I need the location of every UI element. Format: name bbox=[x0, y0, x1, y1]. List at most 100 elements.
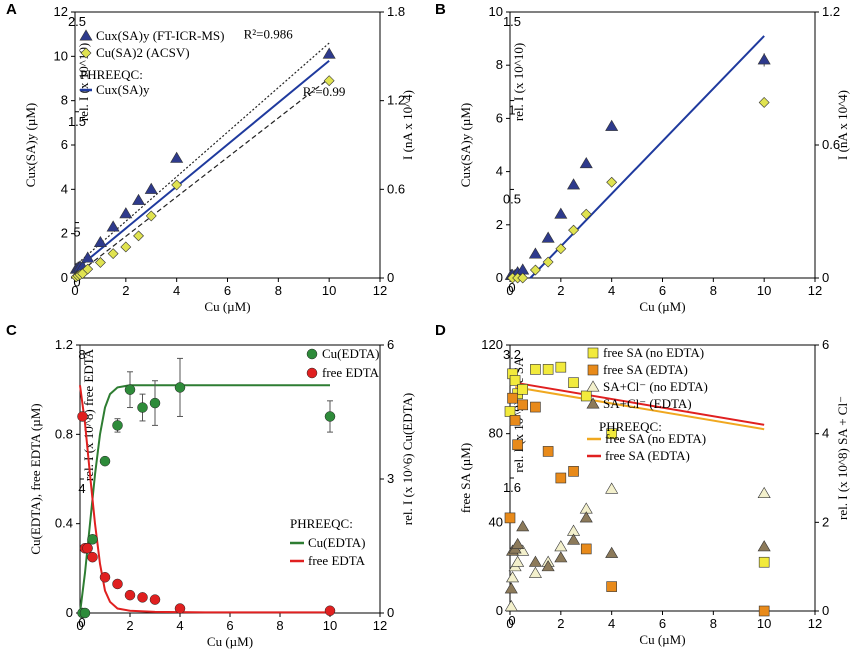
data-point bbox=[504, 406, 516, 417]
y-tick-label: 4 bbox=[496, 164, 503, 179]
y-axis-label: free SA (µM) bbox=[458, 443, 473, 513]
data-point bbox=[542, 256, 554, 268]
legend-model-title: PHREEQC: bbox=[80, 67, 143, 82]
series-sa-cl-no-edta- bbox=[504, 482, 771, 612]
x-tick-label: 2 bbox=[557, 616, 564, 631]
inner-tick-label: 2.5 bbox=[68, 14, 86, 29]
inner-tick-label: 0 bbox=[78, 615, 85, 630]
legend-label: Cux(SA)y (FT-ICR-MS) bbox=[96, 28, 224, 43]
legend-model-title: PHREEQC: bbox=[599, 419, 662, 434]
inner-tick-label: 0 bbox=[508, 280, 515, 295]
legend-label: free EDTA bbox=[308, 553, 366, 568]
y-tick-label: 6 bbox=[496, 110, 503, 125]
inner-tick-label: 0 bbox=[508, 613, 515, 628]
right-tick-label: 1.2 bbox=[387, 93, 405, 108]
data-point bbox=[605, 482, 619, 494]
data-point bbox=[132, 193, 146, 205]
r-squared-label: R²=0.99 bbox=[303, 84, 346, 99]
data-point bbox=[124, 384, 136, 395]
x-tick-label: 4 bbox=[608, 616, 615, 631]
x-tick-label: 6 bbox=[224, 283, 231, 298]
data-point bbox=[606, 428, 617, 439]
y-tick-label: 8 bbox=[496, 57, 503, 72]
data-point bbox=[530, 364, 541, 375]
data-point bbox=[528, 566, 542, 578]
model-line bbox=[74, 78, 330, 277]
legend-marker bbox=[586, 397, 600, 409]
y-tick-label: 2 bbox=[496, 217, 503, 232]
data-point bbox=[174, 382, 186, 393]
y-tick-label: 2 bbox=[61, 226, 68, 241]
data-point bbox=[87, 534, 98, 545]
data-point bbox=[606, 581, 617, 592]
inner-tick-label: 3.2 bbox=[503, 347, 521, 362]
x-tick-label: 0 bbox=[506, 283, 513, 298]
x-tick-label: 0 bbox=[71, 283, 78, 298]
y-tick-label: 4 bbox=[61, 181, 68, 196]
data-point bbox=[509, 415, 521, 426]
x-tick-label: 2 bbox=[122, 283, 129, 298]
right-axis-label: rel. I (x 10^8) SA + Cl⁻ bbox=[835, 396, 850, 520]
data-point bbox=[517, 399, 529, 411]
data-point bbox=[580, 543, 592, 555]
data-point bbox=[554, 540, 568, 552]
legend-marker bbox=[306, 367, 318, 379]
data-point bbox=[322, 47, 336, 59]
x-tick-label: 4 bbox=[608, 283, 615, 298]
x-tick-label: 8 bbox=[710, 283, 717, 298]
data-point bbox=[149, 397, 161, 409]
right-tick-label: 4 bbox=[822, 426, 829, 441]
model-line bbox=[529, 35, 765, 279]
x-tick-label: 12 bbox=[808, 283, 822, 298]
data-point bbox=[580, 208, 592, 220]
data-point bbox=[555, 361, 567, 373]
series-cu-sa-2-acsv- bbox=[70, 75, 335, 283]
y-tick-label: 0 bbox=[496, 603, 503, 618]
x-tick-label: 0 bbox=[506, 616, 513, 631]
data-point bbox=[99, 572, 111, 583]
legend-label: Cu(SA)2 (ACSV) bbox=[96, 45, 190, 60]
legend-label: free SA (no EDTA) bbox=[605, 431, 706, 446]
data-point bbox=[568, 224, 579, 236]
inner-tick-label: 0.5 bbox=[503, 191, 521, 206]
series-sa-cl-edta- bbox=[504, 511, 771, 594]
data-point bbox=[124, 589, 136, 601]
legend-label: SA+Cl⁻ (EDTA) bbox=[603, 396, 692, 411]
data-point bbox=[758, 97, 770, 108]
data-point bbox=[145, 210, 157, 222]
x-tick-label: 10 bbox=[757, 616, 771, 631]
data-point bbox=[171, 179, 183, 191]
data-point bbox=[107, 248, 119, 260]
y-tick-label: 0 bbox=[66, 605, 73, 620]
x-axis-label: Cu (µM) bbox=[204, 299, 250, 314]
data-point bbox=[77, 411, 88, 422]
legend: Cu(EDTA) free EDTA PHREEQC: Cu(EDTA) free ED… bbox=[290, 346, 380, 568]
inner-axis-label: rel. I (x 10^10) bbox=[76, 43, 91, 121]
y-tick-label: 80 bbox=[489, 426, 503, 441]
data-point bbox=[324, 605, 336, 617]
data-point bbox=[174, 603, 186, 614]
data-point bbox=[93, 235, 107, 248]
data-point bbox=[605, 546, 619, 558]
y-axis-label: Cux(SA)y (µM) bbox=[458, 103, 473, 187]
legend-label: Cux(SA)y bbox=[96, 82, 150, 97]
series-free-edta bbox=[77, 411, 336, 617]
data-point bbox=[579, 511, 593, 523]
data-point bbox=[99, 455, 111, 467]
data-point bbox=[554, 207, 568, 219]
y-tick-label: 120 bbox=[481, 337, 503, 352]
panel-letter: B bbox=[435, 1, 446, 18]
right-tick-label: 6 bbox=[387, 337, 394, 352]
model-line bbox=[79, 384, 330, 614]
r-squared-label: R²=0.986 bbox=[244, 27, 294, 42]
data-point bbox=[758, 605, 770, 617]
legend-marker bbox=[80, 47, 92, 59]
data-point bbox=[82, 263, 94, 275]
model-line bbox=[514, 386, 765, 431]
plot-frame bbox=[509, 11, 816, 279]
data-point bbox=[81, 251, 95, 263]
x-tick-label: 4 bbox=[176, 618, 183, 633]
panel-letter: A bbox=[6, 1, 17, 18]
x-tick-label: 8 bbox=[276, 618, 283, 633]
